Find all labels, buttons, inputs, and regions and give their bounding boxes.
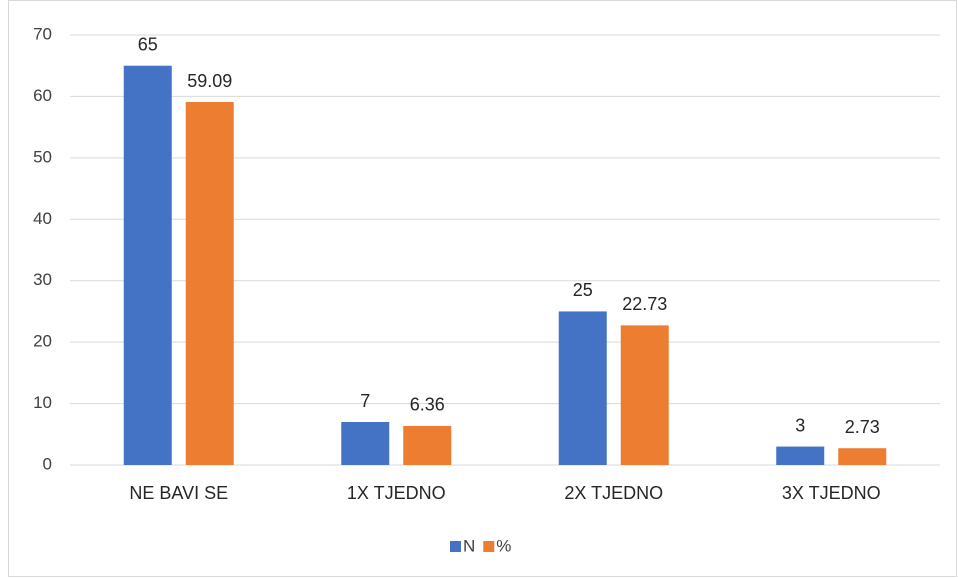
y-tick-label: 50 (33, 147, 52, 166)
y-tick-label: 40 (33, 209, 52, 228)
legend-label: % (496, 536, 511, 555)
y-tick-label: 20 (33, 332, 52, 351)
bar (185, 102, 234, 466)
data-label: 59.09 (187, 71, 232, 91)
y-tick-label: 60 (33, 86, 52, 105)
y-tick-label: 10 (33, 393, 52, 412)
data-label: 7 (360, 391, 370, 411)
data-label: 22.73 (622, 294, 667, 314)
bar (776, 446, 825, 465)
data-label: 65 (138, 34, 158, 54)
bar (403, 425, 452, 465)
data-label: 6.36 (410, 395, 445, 415)
data-label: 2.73 (845, 417, 880, 437)
x-tick-label: 1X TJEDNO (347, 483, 446, 503)
x-tick-label: NE BAVI SE (129, 483, 228, 503)
bar (123, 65, 172, 465)
bar (620, 325, 669, 465)
legend-swatch (483, 541, 495, 552)
x-tick-label: 3X TJEDNO (782, 483, 881, 503)
y-tick-label: 70 (33, 24, 52, 43)
y-tick-label: 30 (33, 270, 52, 289)
bar (838, 448, 887, 465)
data-label: 25 (573, 280, 593, 300)
data-label: 3 (795, 415, 805, 435)
x-tick-label: 2X TJEDNO (564, 483, 663, 503)
legend-label: N (463, 536, 475, 555)
bar (341, 422, 390, 465)
legend-swatch (450, 541, 461, 552)
bar (558, 311, 607, 465)
y-tick-label: 0 (43, 454, 52, 473)
